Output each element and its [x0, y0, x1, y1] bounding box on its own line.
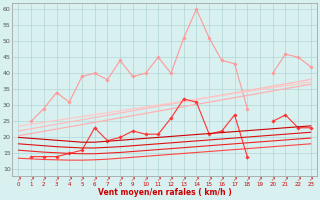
X-axis label: Vent moyen/en rafales ( km/h ): Vent moyen/en rafales ( km/h ) — [98, 188, 231, 197]
